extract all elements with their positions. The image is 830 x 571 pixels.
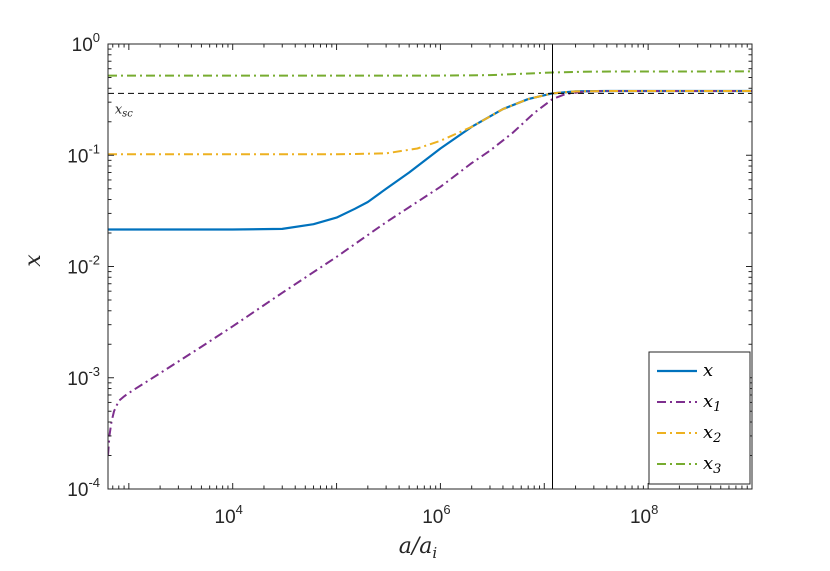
y-tick-label: 10-3 bbox=[67, 364, 100, 390]
legend-entry: x bbox=[703, 360, 713, 381]
legend-entry: x3 bbox=[703, 453, 721, 477]
y-tick-label: 10-4 bbox=[67, 475, 100, 501]
axis-labels: a/ai x bbox=[21, 254, 437, 562]
x-tick-label: 104 bbox=[215, 502, 243, 528]
legend: x x1 x2 x3 bbox=[648, 351, 751, 485]
x-tick-label: 108 bbox=[630, 502, 658, 528]
legend-entry: x2 bbox=[703, 422, 721, 446]
reference-lines: xsc bbox=[108, 44, 752, 489]
legend-entry: x1 bbox=[703, 391, 721, 415]
series-line-x3 bbox=[108, 70, 752, 77]
y-axis-label: x bbox=[21, 254, 46, 267]
reference-label: xsc bbox=[115, 102, 133, 119]
x-tick-label: 106 bbox=[422, 502, 450, 528]
series-line-x2 bbox=[108, 90, 752, 156]
y-tick-label: 10-1 bbox=[67, 141, 100, 167]
plot-area bbox=[108, 44, 752, 489]
series-line-x1 bbox=[108, 90, 752, 456]
y-tick-label: 10-2 bbox=[67, 253, 100, 279]
x-axis-label: a/ai bbox=[399, 534, 438, 562]
y-tick-label: 100 bbox=[72, 30, 100, 56]
tick-labels: 104 106 108 10-4 10-3 10-2 10-1 100 bbox=[67, 30, 658, 528]
series-layer bbox=[108, 70, 752, 456]
legend-box bbox=[648, 351, 751, 485]
